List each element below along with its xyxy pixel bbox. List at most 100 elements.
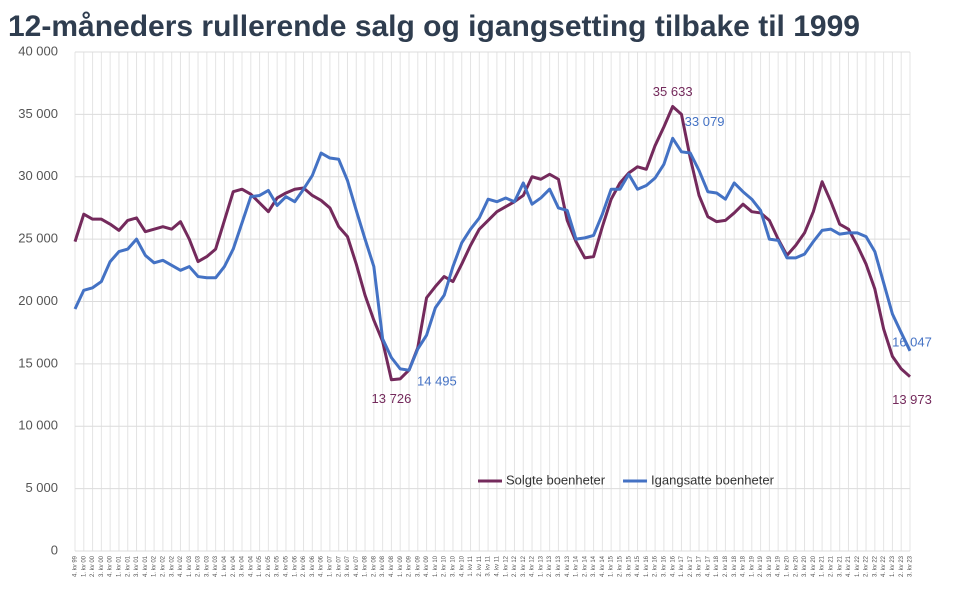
x-tick-label: 3. kv 21 [837, 555, 843, 577]
x-tick-label: 4. kv 08 [389, 555, 395, 577]
x-tick-label: 2. kv 19 [758, 555, 764, 577]
x-tick-label: 4. kv 12 [530, 555, 536, 577]
x-tick-label: 1. kv 09 [398, 555, 404, 577]
x-tick-label: 3. kv 03 [204, 555, 210, 577]
x-tick-label: 1. kv 10 [433, 555, 439, 577]
x-tick-label: 3. kv 07 [345, 555, 351, 577]
x-tick-label: 4. kv 15 [635, 555, 641, 577]
series-line [73, 136, 912, 372]
x-tick-label: 2. kv 07 [336, 555, 342, 577]
x-tick-label: 1. kv 05 [257, 555, 263, 577]
x-tick-label: 2. kv 23 [899, 555, 905, 577]
x-tick-label: 4. kv 19 [776, 555, 782, 577]
x-tick-label: 4. kv 18 [741, 555, 747, 577]
x-tick-label: 3. kv 20 [802, 555, 808, 577]
y-tick-label: 5 000 [25, 480, 58, 495]
x-tick-label: 2. kv 21 [828, 555, 834, 577]
x-tick-label: 3. kv 16 [661, 555, 667, 577]
x-tick-label: 4. kv 13 [565, 555, 571, 577]
x-tick-label: 4. kv 01 [143, 555, 149, 577]
x-tick-label: 4. kv 99 [73, 555, 79, 577]
x-tick-label: 3. kv 17 [697, 555, 703, 577]
x-tick-label: 2. kv 00 [90, 555, 96, 577]
x-tick-label: 3. kv 14 [591, 555, 597, 577]
x-tick-label: 1. kv 16 [644, 555, 650, 577]
data-label: 33 079 [685, 114, 725, 129]
x-tick-label: 1. kv 20 [785, 555, 791, 577]
x-tick-label: 3. kv 22 [872, 555, 878, 577]
x-tick-label: 4. kv 07 [354, 555, 360, 577]
data-label: 13 726 [372, 391, 412, 406]
x-tick-label: 2. kv 05 [266, 555, 272, 577]
x-tick-label: 3. kv 13 [556, 555, 562, 577]
y-tick-label: 0 [51, 542, 58, 557]
x-tick-label: 1. kv 18 [714, 555, 720, 577]
x-tick-label: 1. kv 08 [363, 555, 369, 577]
x-tick-label: 3. kv 04 [240, 555, 246, 577]
x-tick-label: 2. kv 11 [477, 555, 483, 576]
x-tick-label: 1. kv 12 [503, 555, 509, 577]
x-tick-label: 2. kv 01 [125, 555, 131, 577]
x-tick-label: 4. kv 21 [846, 555, 852, 577]
x-tick-label: 2. kv 16 [653, 555, 659, 577]
y-tick-label: 25 000 [18, 231, 58, 246]
x-tick-label: 2. kv 08 [371, 555, 377, 577]
x-tick-label: 3. kv 23 [908, 555, 914, 577]
x-tick-label: 4. kv 03 [213, 555, 219, 577]
x-tick-label: 1. kv 06 [292, 555, 298, 577]
x-tick-label: 4. kv 09 [424, 555, 430, 577]
x-tick-label: 2. kv 15 [618, 555, 624, 577]
y-tick-label: 10 000 [18, 418, 58, 433]
x-tick-label: 1. kv 02 [152, 555, 158, 577]
x-tick-label: 2. kv 06 [301, 555, 307, 577]
x-tick-label: 4. kv 14 [600, 555, 606, 577]
x-tick-label: 3. kv 00 [99, 555, 105, 577]
x-tick-label: 3. kv 11 [486, 555, 492, 576]
x-tick-label: 1. kv 03 [187, 555, 193, 577]
x-tick-label: 3. kv 12 [521, 555, 527, 577]
x-tick-label: 4. kv 17 [705, 555, 711, 577]
x-tick-label: 3. kv 08 [380, 555, 386, 577]
x-tick-label: 2. kv 09 [407, 555, 413, 577]
data-label: 35 633 [653, 84, 693, 99]
data-label: 14 495 [417, 374, 457, 389]
x-tick-label: 3. kv 15 [626, 555, 632, 577]
legend-label: Igangsatte boenheter [651, 472, 775, 487]
x-tick-label: 2. kv 17 [688, 555, 694, 577]
x-tick-label: 2. kv 04 [231, 555, 237, 577]
x-tick-label: 4. kv 00 [108, 555, 114, 577]
x-tick-label: 4. kv 02 [178, 555, 184, 577]
y-tick-label: 20 000 [18, 293, 58, 308]
x-tick-label: 1. kv 07 [327, 555, 333, 577]
x-tick-label: 1. kv 21 [820, 555, 826, 577]
x-tick-label: 3. kv 02 [169, 555, 175, 577]
series-line [73, 104, 911, 382]
x-tick-label: 2. kv 10 [442, 555, 448, 577]
x-tick-label: 1. kv 11 [468, 555, 474, 576]
x-tick-label: 3. kv 10 [451, 555, 457, 577]
data-label: 16 047 [892, 334, 932, 349]
x-tick-label: 4. kv 10 [459, 555, 465, 577]
x-tick-label: 1. kv 23 [890, 555, 896, 577]
y-tick-label: 15 000 [18, 355, 58, 370]
x-tick-label: 4. kv 05 [284, 555, 290, 577]
x-tick-label: 4. kv 11 [494, 555, 500, 576]
x-tick-label: 1. kv 15 [609, 555, 615, 577]
x-tick-label: 3. kv 06 [310, 555, 316, 577]
x-tick-label: 4. kv 20 [811, 555, 817, 577]
x-tick-label: 1. kv 17 [679, 555, 685, 577]
x-tick-label: 4. kv 04 [248, 555, 254, 577]
x-tick-label: 3. kv 01 [134, 555, 140, 577]
x-tick-label: 1. kv 22 [855, 555, 861, 577]
data-label: 13 973 [892, 392, 932, 407]
x-tick-label: 2. kv 20 [793, 555, 799, 577]
x-tick-label: 1. kv 14 [574, 555, 580, 577]
x-tick-label: 1. kv 13 [538, 555, 544, 577]
x-tick-label: 2. kv 13 [547, 555, 553, 577]
x-tick-label: 4. kv 22 [881, 555, 887, 577]
y-tick-label: 40 000 [18, 43, 58, 58]
x-tick-label: 3. kv 18 [732, 555, 738, 577]
x-tick-label: 2. kv 12 [512, 555, 518, 577]
x-tick-label: 2. kv 18 [723, 555, 729, 577]
